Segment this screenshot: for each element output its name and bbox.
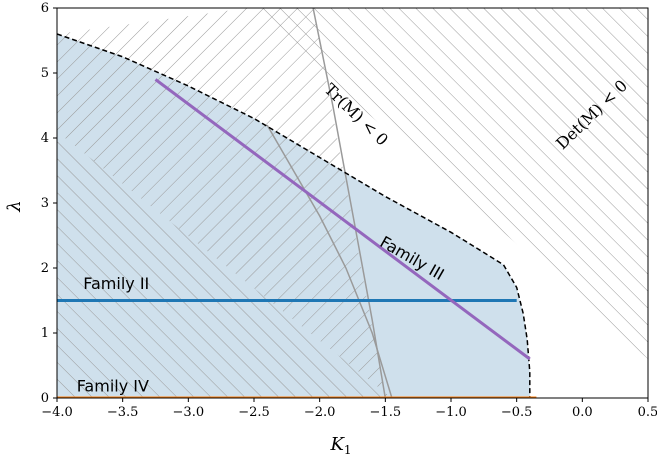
y-tick-label-0: 0	[41, 391, 49, 406]
x-tick-label-6: −1.0	[435, 405, 467, 420]
x-tick-label-8: 0.0	[572, 405, 593, 420]
y-axis-label: λ	[4, 200, 25, 212]
trace-boundary-curve	[312, 8, 387, 398]
x-tick-label-4: −2.0	[304, 405, 336, 420]
x-tick-label-7: −0.5	[501, 405, 533, 420]
series-line-1	[154, 78, 531, 361]
x-tick-label-1: −3.5	[107, 405, 139, 420]
y-tick-label-5: 5	[41, 66, 49, 81]
series-label-0: Family II	[83, 274, 149, 293]
stable-region-boundary	[57, 33, 531, 398]
y-tick-label-3: 3	[41, 196, 49, 211]
y-tick-label-2: 2	[41, 261, 49, 276]
y-tick-label-6: 6	[41, 1, 49, 16]
hatch-region-right	[247, 8, 648, 359]
y-tick-label-1: 1	[41, 326, 49, 341]
x-tick-label-3: −2.5	[238, 405, 270, 420]
y-tick-label-4: 4	[41, 131, 49, 146]
series-label-2: Family IV	[77, 377, 149, 396]
x-tick-label-2: −3.0	[173, 405, 205, 420]
x-axis-label: K1	[329, 434, 351, 457]
x-tick-label-0: −4.0	[41, 405, 73, 420]
x-tick-label-5: −1.5	[370, 405, 402, 420]
x-tick-label-9: 0.5	[638, 405, 657, 420]
